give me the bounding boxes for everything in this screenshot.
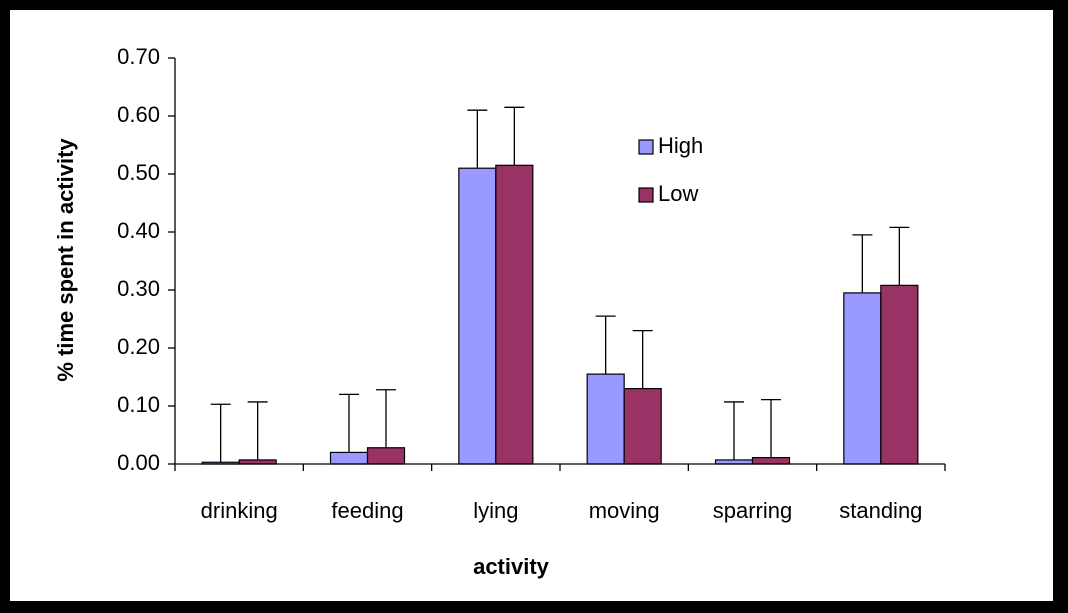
legend-swatch [638, 139, 654, 155]
y-tick-label: 0.30 [117, 276, 160, 301]
x-tick-label: standing [839, 498, 922, 523]
bar [366, 447, 406, 465]
x-tick-label: lying [473, 498, 518, 523]
y-tick-label: 0.40 [117, 218, 160, 243]
bar [458, 167, 497, 465]
y-tick-label: 0.20 [117, 334, 160, 359]
y-tick-label: 0.60 [117, 102, 160, 127]
y-tick-label: 0.10 [117, 392, 160, 417]
bar [586, 373, 625, 465]
bar [843, 292, 882, 465]
y-tick-label: 0.00 [117, 450, 160, 475]
y-tick-label: 0.50 [117, 160, 160, 185]
bar [495, 164, 534, 465]
legend-label: Low [658, 181, 698, 206]
legend-swatch [638, 187, 654, 203]
x-tick-label: sparring [713, 498, 792, 523]
bar [329, 451, 369, 465]
bar [880, 284, 919, 465]
y-tick-label: 0.70 [117, 44, 160, 69]
bar [751, 457, 791, 465]
legend-label: High [658, 133, 703, 158]
x-tick-label: moving [589, 498, 660, 523]
x-axis-title: activity [473, 554, 550, 579]
y-axis-title: % time spent in activity [53, 138, 78, 382]
x-tick-label: feeding [331, 498, 403, 523]
bar [623, 388, 662, 465]
x-tick-label: drinking [201, 498, 278, 523]
